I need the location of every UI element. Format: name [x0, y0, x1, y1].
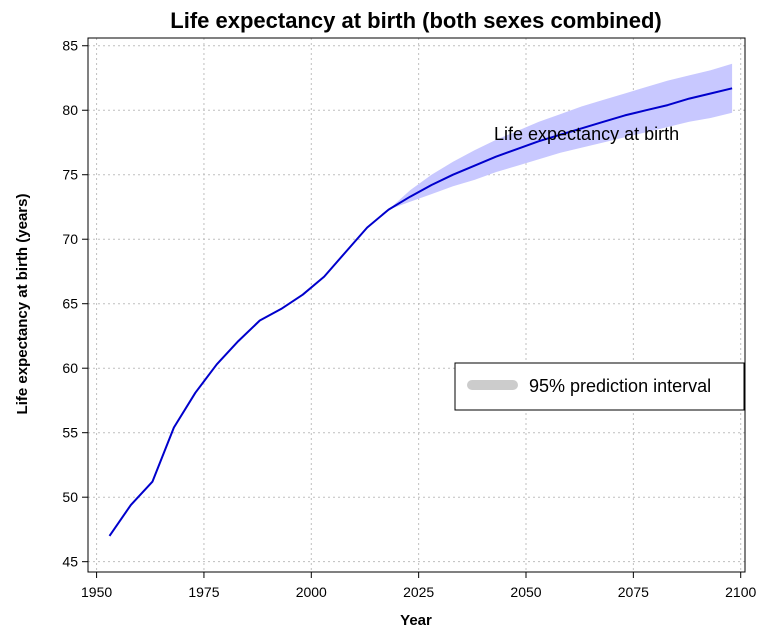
- x-axis-title: Year: [400, 612, 432, 629]
- x-tick-label: 2050: [510, 584, 541, 600]
- series-lines: [108, 87, 733, 537]
- x-tick-label: 2025: [403, 584, 434, 600]
- prediction-interval-area: [388, 63, 733, 210]
- y-tick-label: 65: [62, 296, 78, 312]
- prediction-interval-band: [388, 63, 733, 210]
- x-tick-label: 1950: [81, 584, 112, 600]
- y-tick-label: 55: [62, 425, 78, 441]
- y-axis-title: Life expectancy at birth (years): [14, 194, 31, 415]
- y-tick-label: 60: [62, 360, 78, 376]
- legend-label: 95% prediction interval: [529, 376, 711, 396]
- x-tick-label: 2000: [296, 584, 327, 600]
- x-tick-label: 2075: [618, 584, 649, 600]
- x-tick-label: 1975: [188, 584, 219, 600]
- y-tick-label: 45: [62, 554, 78, 570]
- y-tick-label: 85: [62, 38, 78, 54]
- y-tick-label: 75: [62, 167, 78, 183]
- axes: 1950 1975 2000 2025 2050 2075 2100 45 50 55 60 65 70…: [62, 38, 756, 600]
- chart-title: Life expectancy at birth (both sexes com…: [170, 8, 661, 33]
- y-tick-label: 50: [62, 489, 78, 505]
- y-tick-label: 70: [62, 231, 78, 247]
- legend: 95% prediction interval: [454, 362, 745, 411]
- series-annotation: Life expectancy at birth: [494, 124, 679, 144]
- grid: [88, 38, 745, 572]
- x-tick-label: 2100: [725, 584, 756, 600]
- plot-frame: [87, 37, 746, 573]
- series-line: [108, 87, 733, 537]
- y-tick-label: 80: [62, 102, 78, 118]
